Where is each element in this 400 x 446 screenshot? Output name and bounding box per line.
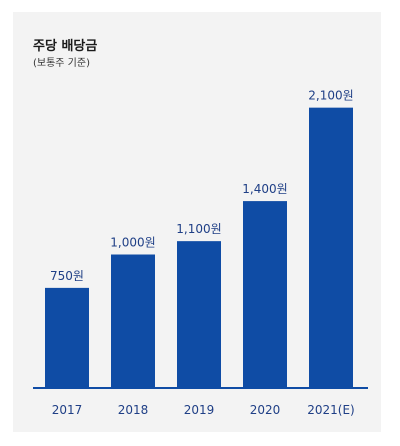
x-tick-label-2021(E): 2021(E) xyxy=(307,403,354,417)
x-tick-label-2018: 2018 xyxy=(118,403,149,417)
data-label-2021(E): 2,100원 xyxy=(308,89,353,103)
bar-2020 xyxy=(243,201,287,388)
data-label-2020: 1,400원 xyxy=(242,182,287,196)
x-tick-label-2020: 2020 xyxy=(250,403,281,417)
x-tick-label-2017: 2017 xyxy=(52,403,83,417)
bar-2017 xyxy=(45,287,89,388)
data-label-2018: 1,000원 xyxy=(110,236,155,250)
data-label-2019: 1,100원 xyxy=(176,222,221,236)
data-label-2017: 750원 xyxy=(50,269,84,283)
x-tick-label-2019: 2019 xyxy=(184,403,215,417)
chart-title: 주당 배당금 xyxy=(33,39,98,54)
chart-subtitle: (보통주 기준) xyxy=(33,58,90,69)
bar-2021(E) xyxy=(309,107,353,389)
bar-2018 xyxy=(111,254,155,388)
bar-2019 xyxy=(177,241,221,388)
